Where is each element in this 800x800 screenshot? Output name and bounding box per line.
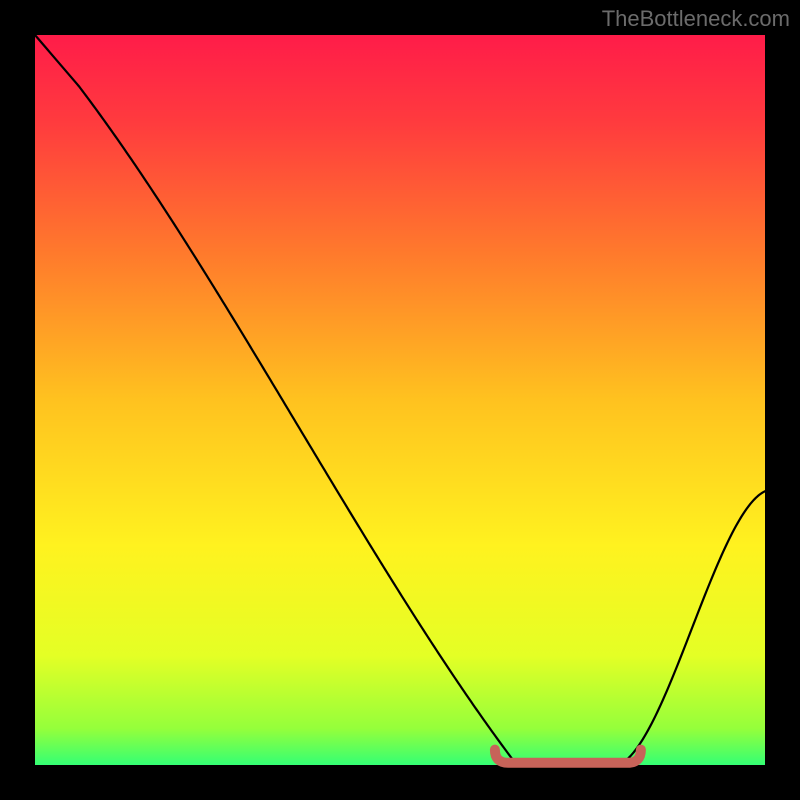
watermark-text: TheBottleneck.com — [602, 6, 790, 32]
chart-svg — [0, 0, 800, 800]
chart-stage: TheBottleneck.com — [0, 0, 800, 800]
plot-gradient-area — [35, 35, 765, 765]
